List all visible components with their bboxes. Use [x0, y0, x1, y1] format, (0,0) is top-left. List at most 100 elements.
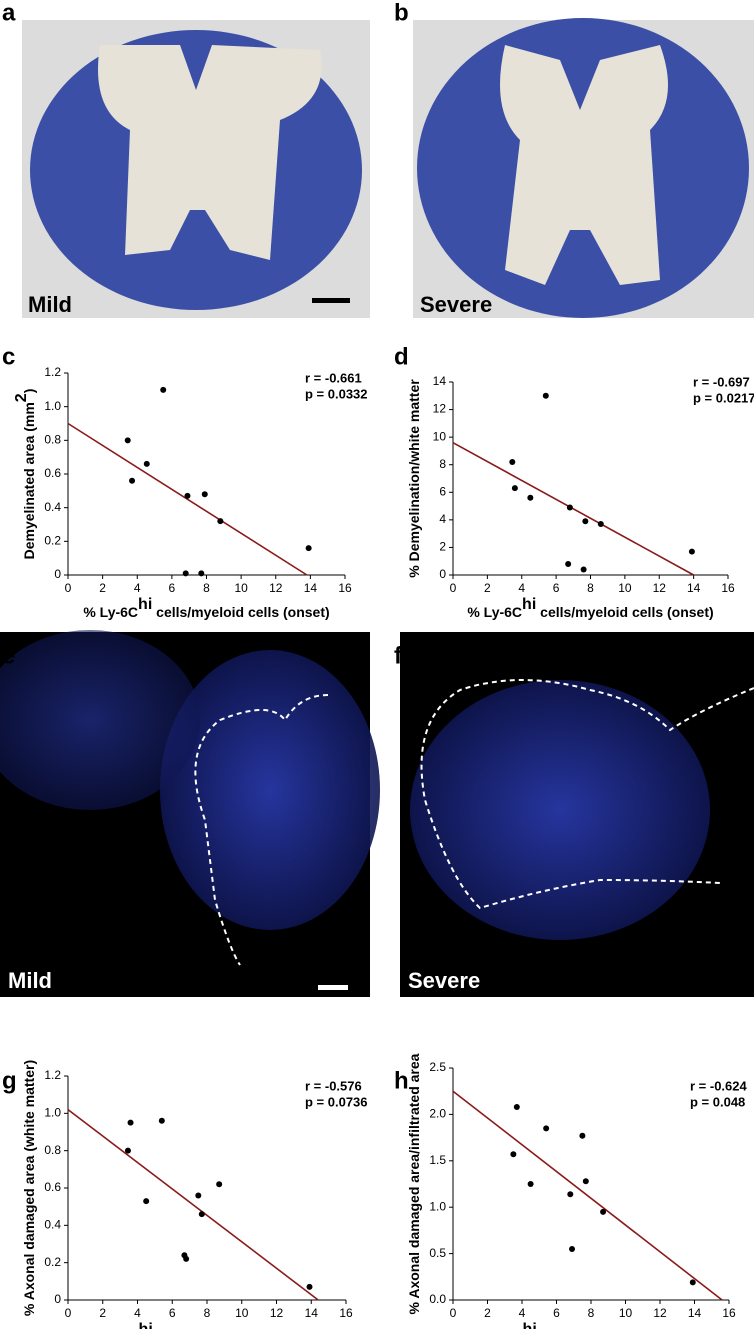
panel-letter: h: [394, 1067, 409, 1094]
y-tick-label: 1.2: [44, 365, 61, 379]
y-tick-label: 12: [433, 402, 447, 416]
trend-line: [67, 1108, 319, 1301]
x-tick-label: 10: [619, 1306, 633, 1320]
point: [195, 1192, 202, 1199]
point: [513, 1103, 520, 1110]
y-axis-label-part: % Demyelination/white matter: [406, 379, 422, 578]
point: [582, 1178, 589, 1185]
y-axis-label-part: % Axonal damaged area/infiltrated area: [406, 1053, 422, 1314]
panel-letter: f: [394, 642, 403, 669]
panel-letter: e: [2, 642, 15, 669]
y-axis-label-part: % Axonal damaged area (white matter): [21, 1060, 37, 1316]
point: [216, 1181, 223, 1188]
point: [182, 570, 189, 577]
x-tick-label: 16: [338, 581, 352, 595]
point: [143, 1198, 150, 1205]
y-tick-label: 0.6: [44, 466, 61, 480]
x-tick-label: 14: [305, 1306, 319, 1320]
x-axis-label: % Ly-6Chi cells/myeloid cells (onset): [84, 1321, 330, 1329]
panel-f-image: [400, 632, 754, 997]
point: [124, 1147, 131, 1154]
x-tick-label: 16: [339, 1306, 353, 1320]
point: [543, 1125, 550, 1132]
point: [198, 1211, 205, 1218]
point: [509, 458, 516, 465]
panel-caption: Severe: [420, 292, 492, 317]
point: [124, 437, 131, 444]
panel-caption: Mild: [28, 292, 72, 317]
charts: c 0 0.2 0.4 0.6 0.8 1.0 1.2 0 2 4 6 8 10 12 14 16 Demyeli…: [2, 343, 754, 1329]
y-tick-label: 8: [439, 457, 446, 471]
x-tick-label: 6: [169, 581, 176, 595]
y-tick-label: 2: [439, 540, 446, 554]
y-tick-label: 0: [54, 567, 61, 581]
point: [305, 545, 312, 552]
annotation: p = 0.0217: [693, 390, 754, 405]
point: [527, 1181, 534, 1187]
y-tick-label: 1.5: [429, 1153, 446, 1167]
y-tick-label: 0.0: [429, 1292, 446, 1306]
x-tick-label: 14: [688, 1306, 702, 1320]
annotation: p = 0.0736: [305, 1094, 368, 1109]
y-tick-label: 0.5: [429, 1246, 446, 1260]
y-tick-label: 2.0: [429, 1107, 446, 1121]
y-tick-label: 6: [439, 484, 446, 498]
x-tick-label: 2: [99, 1306, 106, 1320]
x-tick-label: 8: [203, 581, 210, 595]
x-tick-label: 6: [553, 1306, 560, 1320]
x-tick-label: 0: [65, 1306, 72, 1320]
trend-line: [67, 422, 308, 576]
point: [527, 494, 534, 501]
y-tick-label: 0: [54, 1292, 61, 1306]
x-axis-label-part: hi: [522, 596, 536, 613]
annotation: p = 0.048: [690, 1094, 745, 1109]
x-tick-label: 4: [519, 1306, 526, 1320]
x-axis-label-part: hi: [139, 1321, 153, 1329]
x-tick-label: 4: [134, 1306, 141, 1320]
x-tick-label: 0: [65, 581, 72, 595]
annotation: r = -0.697: [693, 374, 750, 389]
panel-letter: a: [2, 0, 16, 26]
point: [217, 518, 224, 525]
y-tick-label: 0.4: [44, 1218, 61, 1232]
trend-line: [452, 441, 695, 576]
x-axis-label: % Ly-6Chi cells/myeloid cells (onset): [83, 596, 329, 620]
point: [198, 570, 205, 577]
y-tick-label: 1.0: [429, 1199, 446, 1213]
point: [569, 1245, 576, 1252]
point: [579, 1132, 586, 1139]
x-tick-label: 2: [484, 1306, 491, 1320]
y-tick-label: 14: [433, 374, 447, 388]
panel-b-image: [413, 18, 754, 318]
y-axis-label-part: Demyelinated area (mm: [21, 402, 37, 559]
y-tick-label: 0.4: [44, 500, 61, 514]
x-tick-label: 2: [484, 581, 491, 595]
x-tick-label: 12: [269, 581, 283, 595]
x-tick-label: 6: [169, 1306, 176, 1320]
point: [600, 1208, 607, 1215]
point: [582, 518, 589, 525]
y-tick-label: 0.8: [44, 1143, 61, 1157]
x-tick-label: 0: [450, 1306, 457, 1320]
point: [566, 504, 573, 511]
x-tick-label: 12: [270, 1306, 284, 1320]
y-axis-label: Demyelinated area (mm2): [13, 389, 37, 560]
x-tick-label: 8: [587, 581, 594, 595]
panel-caption: Mild: [8, 968, 52, 993]
point: [158, 1117, 165, 1124]
panel-caption: Severe: [408, 968, 480, 993]
x-tick-label: 0: [450, 581, 457, 595]
x-tick-label: 16: [721, 581, 735, 595]
y-axis-label: % Demyelination/white matter: [406, 379, 422, 578]
panel-e-image: [0, 630, 380, 997]
y-tick-label: 1.0: [44, 399, 61, 413]
trend-line: [452, 1090, 723, 1301]
x-tick-label: 6: [553, 581, 560, 595]
x-axis-label: % Ly-6Chi cells/myeloid cells (onset): [467, 596, 713, 620]
x-tick-label: 14: [304, 581, 318, 595]
y-tick-label: 0.6: [44, 1180, 61, 1194]
y-tick-label: 0.2: [44, 1255, 61, 1269]
y-tick-label: 2.5: [429, 1060, 446, 1074]
panel-letter: d: [394, 343, 409, 370]
